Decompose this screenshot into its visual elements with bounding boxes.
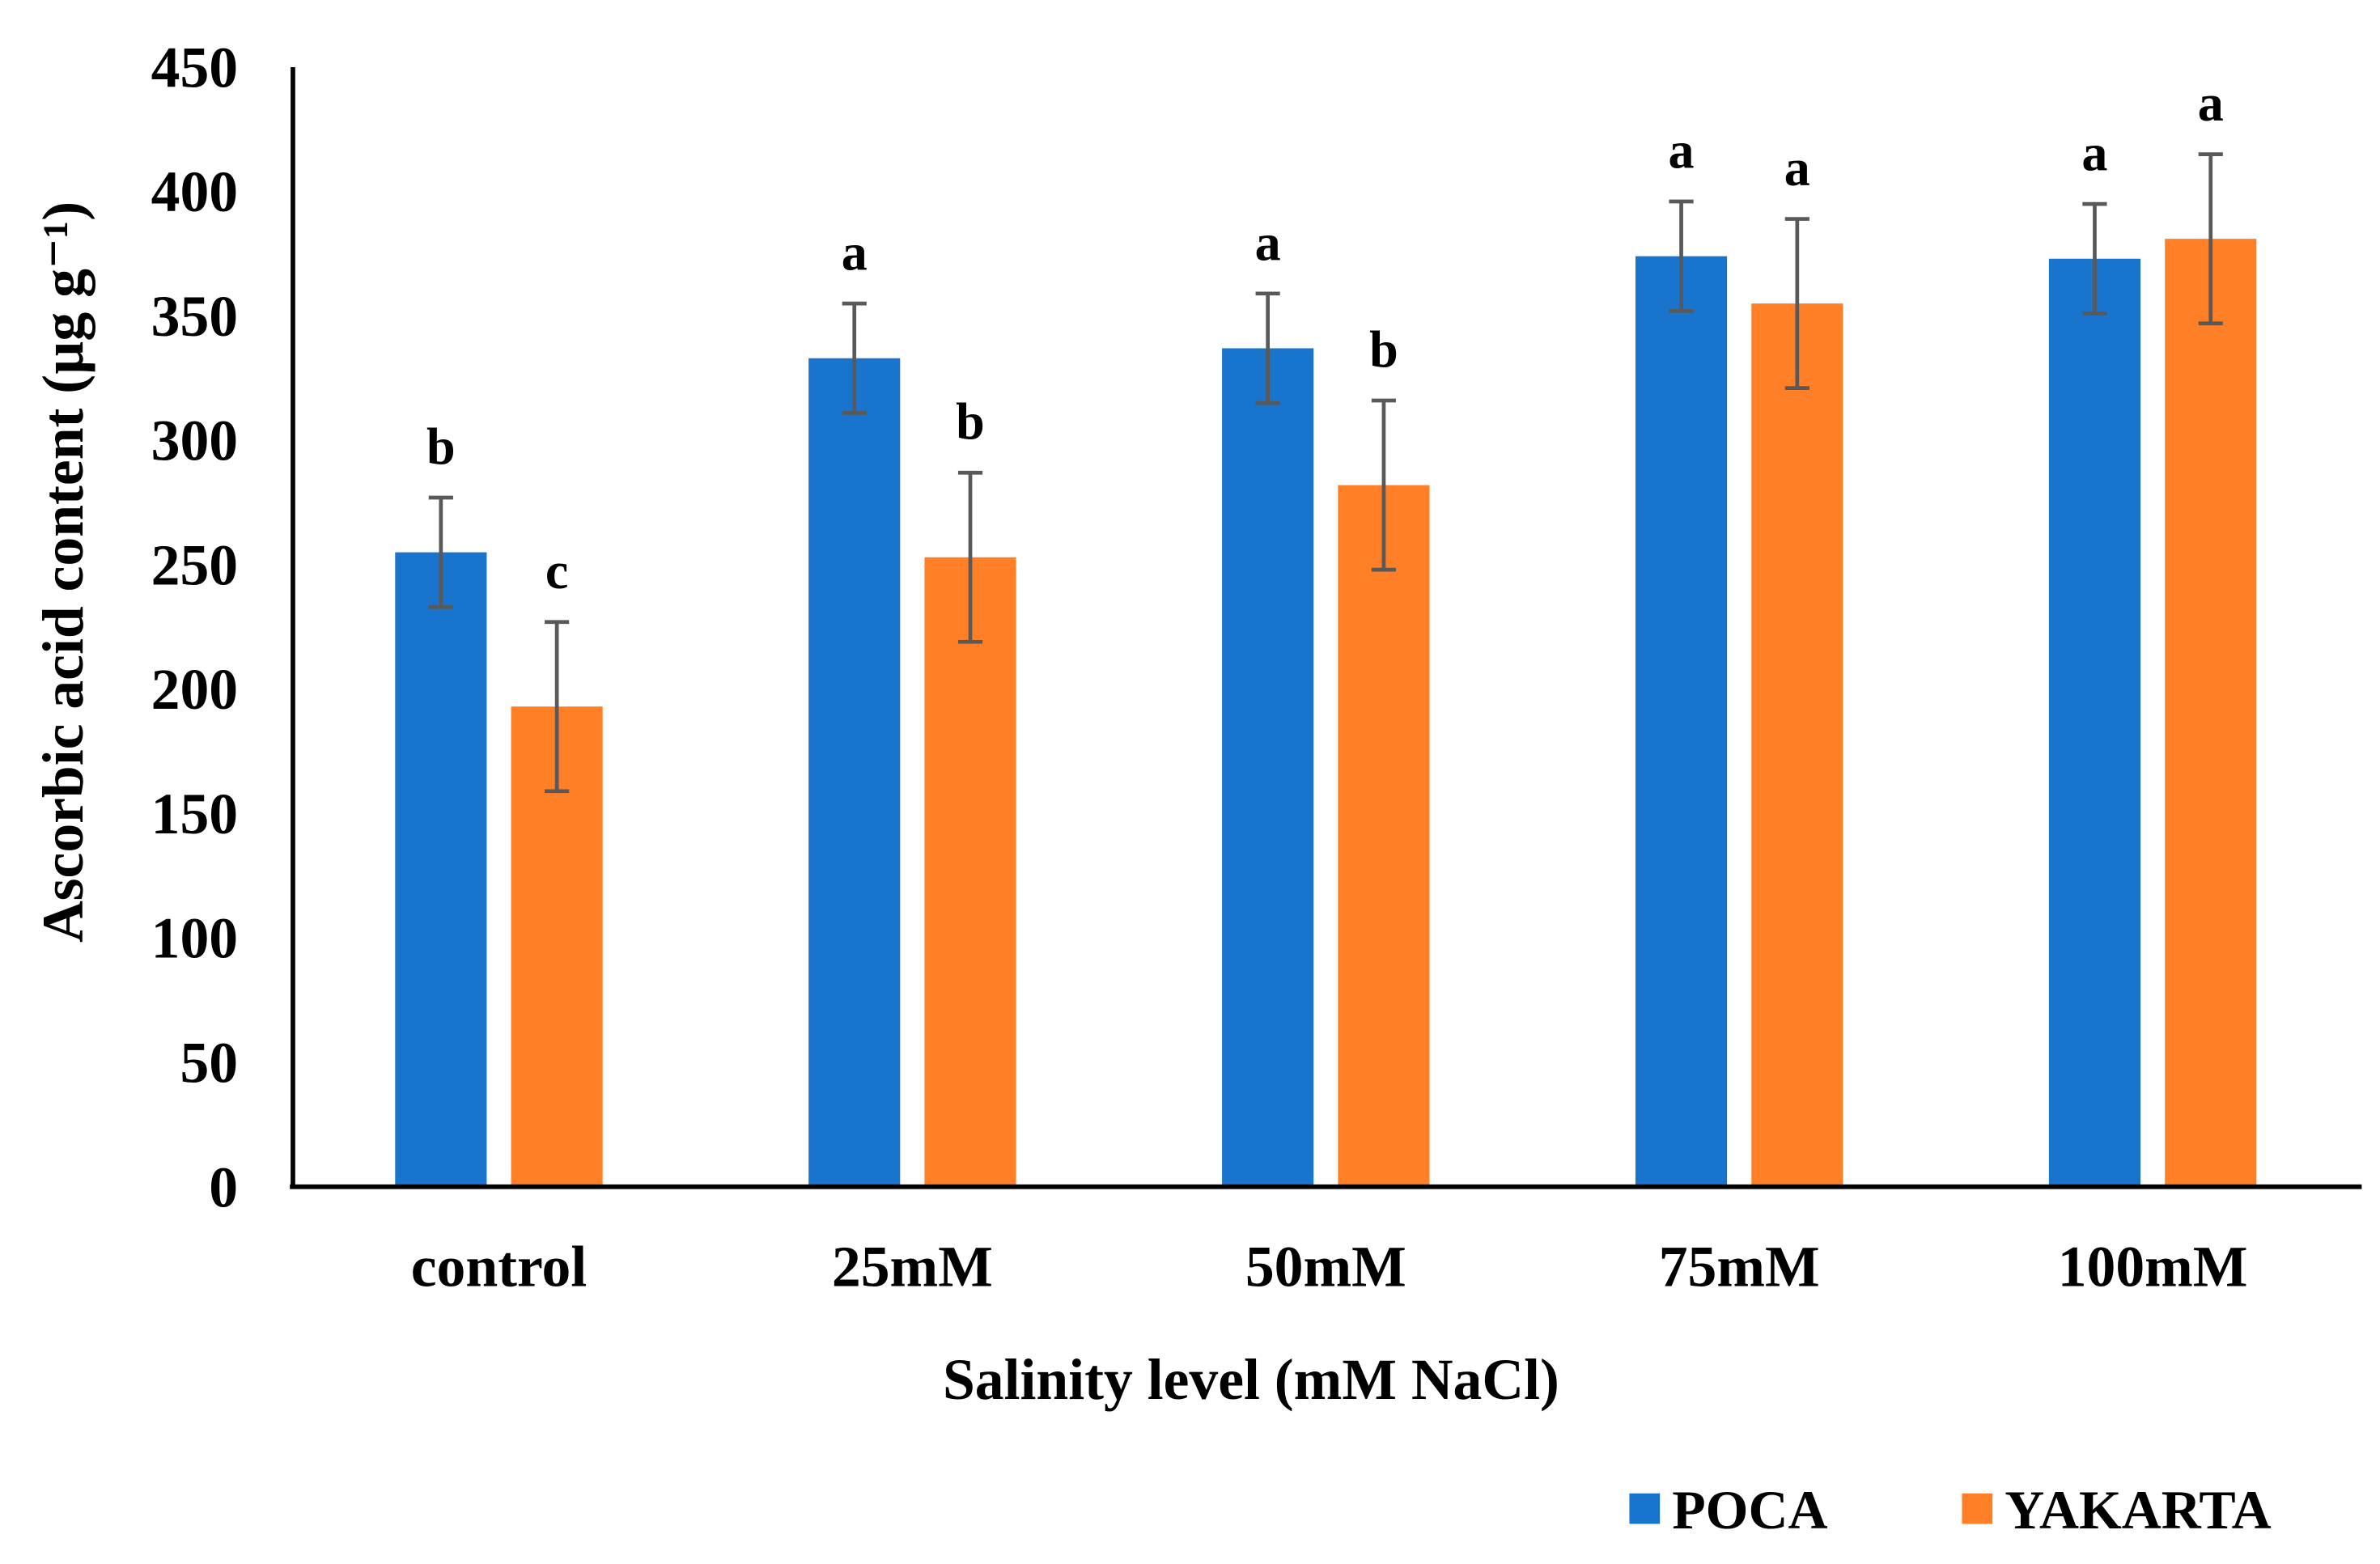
bar-yakarta	[1338, 485, 1430, 1187]
y-tick-label: 300	[151, 409, 238, 473]
legend-label-yakarta: YAKARTA	[2005, 1480, 2271, 1541]
significance-letter: a	[842, 224, 868, 282]
x-tick-label: 100mM	[2058, 1235, 2248, 1299]
error-bar	[1784, 217, 1809, 391]
error-bar	[2082, 201, 2107, 316]
y-tick-label: 100	[151, 907, 238, 971]
error-bar	[545, 620, 570, 794]
legend: POCA YAKARTA	[1629, 1480, 2272, 1541]
bar-yakarta	[2165, 239, 2257, 1187]
y-tick-label: 50	[180, 1032, 238, 1096]
significance-letter: b	[956, 393, 985, 451]
y-tick-label: 0	[209, 1155, 238, 1219]
significance-letter: b	[426, 417, 456, 475]
x-tick-label: 50mM	[1245, 1235, 1406, 1299]
error-bar	[957, 470, 983, 644]
error-bar	[1255, 291, 1280, 405]
y-axis-title: Ascorbic acid content (µg g⁻¹)	[32, 201, 95, 943]
significance-letter: a	[1669, 122, 1695, 180]
significance-letter: a	[2198, 74, 2224, 132]
error-bar	[428, 495, 453, 609]
y-tick-label: 150	[151, 782, 238, 846]
significance-letter: a	[1784, 139, 1810, 197]
y-tick-label: 350	[151, 285, 238, 349]
x-axis-title: Salinity level (mM NaCl)	[943, 1348, 1559, 1412]
y-tick-labels: 0 50 100 150 200 250 300 350 400 450	[151, 36, 238, 1219]
bar-poca	[1222, 348, 1314, 1187]
legend-swatch-yakarta	[1962, 1493, 1993, 1524]
x-tick-label: control	[411, 1235, 588, 1299]
error-bar	[1669, 199, 1694, 313]
significance-letter: a	[1255, 214, 1281, 271]
chart-marks: b a a a a c b b a a	[395, 74, 2257, 1187]
error-bar	[2198, 152, 2223, 326]
x-tick-labels: control 25mM 50mM 75mM 100mM	[411, 1235, 2248, 1299]
bar-poca	[2048, 258, 2141, 1187]
x-tick-label: 75mM	[1659, 1235, 1820, 1299]
significance-letter: c	[545, 542, 568, 600]
y-tick-label: 400	[151, 160, 238, 224]
error-bar	[842, 301, 867, 415]
significance-letter: a	[2081, 125, 2107, 182]
significance-letter: b	[1369, 321, 1398, 379]
bar-poca	[1635, 256, 1728, 1187]
y-tick-label: 200	[151, 658, 238, 722]
legend-swatch-poca	[1629, 1493, 1661, 1524]
legend-label-poca: POCA	[1672, 1480, 1827, 1541]
y-tick-label: 450	[151, 36, 238, 100]
y-tick-label: 250	[151, 533, 238, 597]
bar-yakarta	[924, 557, 1016, 1187]
bar-yakarta	[1751, 303, 1843, 1187]
bar-poca	[395, 552, 487, 1187]
x-tick-label: 25mM	[832, 1235, 993, 1299]
bar-poca	[808, 358, 901, 1187]
error-bar	[1371, 398, 1397, 572]
